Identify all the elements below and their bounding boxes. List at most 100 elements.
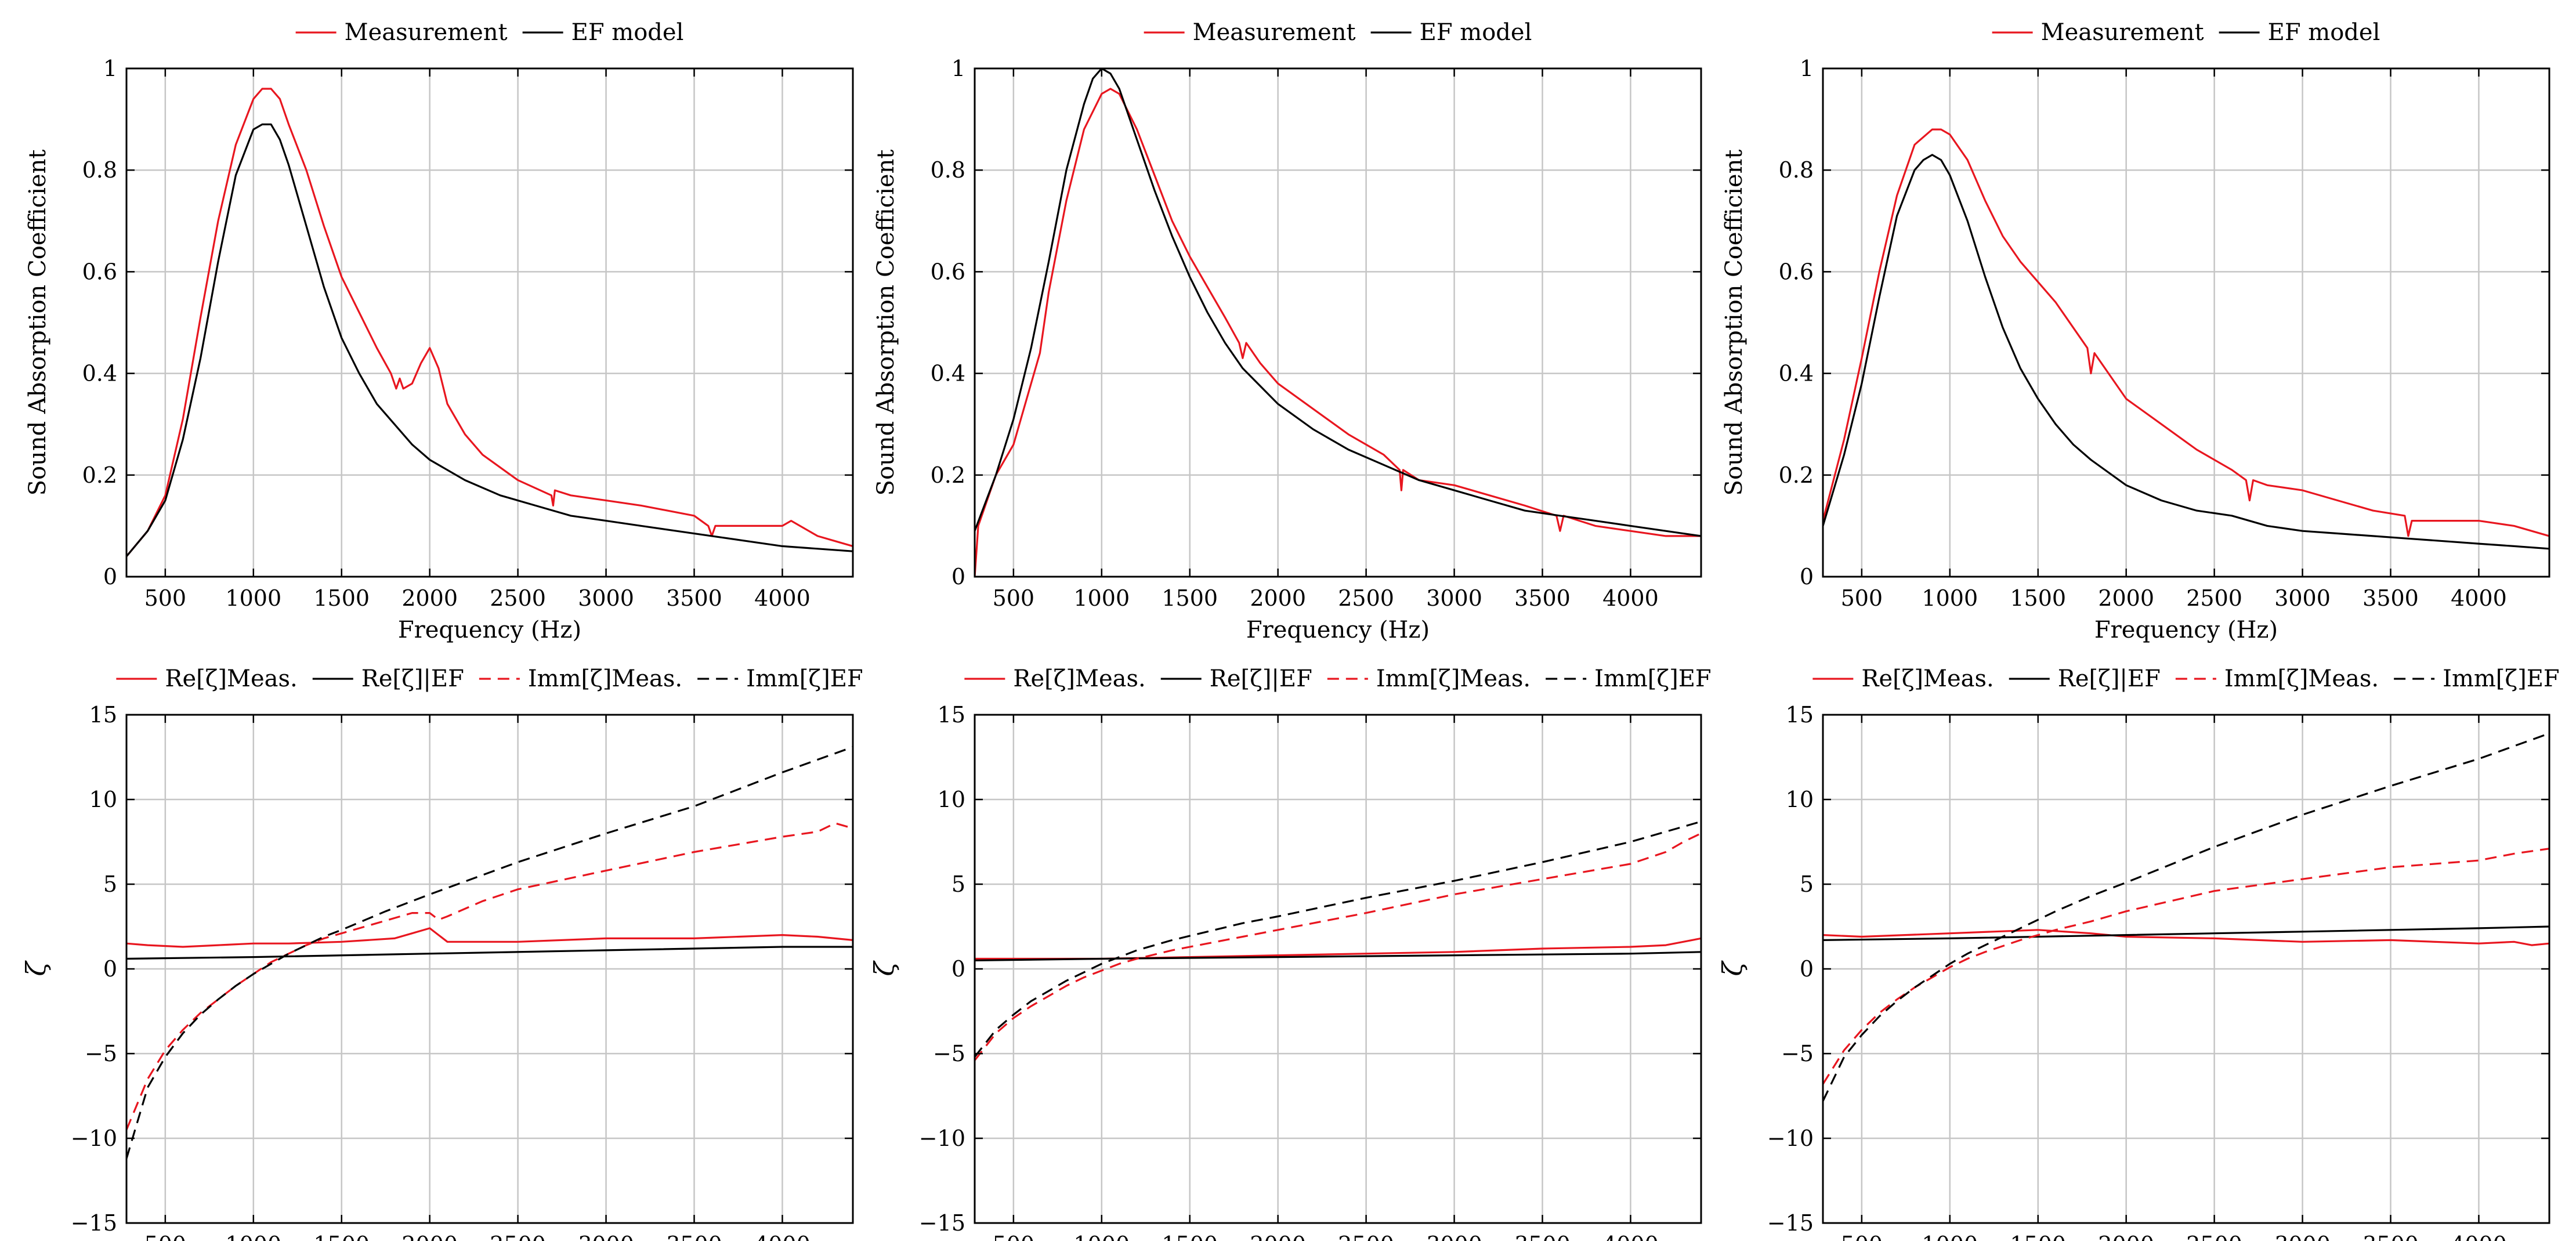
y-tick-label: 0.2 (931, 462, 965, 488)
y-tick-label: 0 (103, 564, 117, 589)
y-tick-label: 1 (103, 56, 117, 81)
x-tick-label: 3000 (2274, 1232, 2331, 1241)
series-line-imm-meas (126, 822, 853, 1131)
y-tick-label: 10 (89, 787, 117, 812)
legend-label: Re[ζ]Meas. (165, 665, 297, 692)
series-line-imm-meas (975, 832, 1701, 1061)
legend-label: Imm[ζ]Meas. (2224, 665, 2379, 692)
y-tick-label: 0.8 (82, 157, 117, 183)
x-tick-label: 1500 (2010, 585, 2066, 611)
x-tick-label: 3000 (578, 1232, 634, 1241)
legend-label: Imm[ζ]Meas. (528, 665, 682, 692)
y-tick-label: −10 (71, 1126, 117, 1151)
x-tick-label: 3500 (1514, 585, 1571, 611)
legend-item-imm-ef: Imm[ζ]EF (2394, 665, 2560, 692)
series-line-measurement (126, 88, 853, 558)
chart-alpha-2: 500 1000 1500 2000 2500 3000 3500 4000 0 0.2 0.4 0.… (873, 19, 1702, 643)
series-line-re-ef (126, 946, 853, 960)
legend-item-ef-model: EF model (2219, 19, 2380, 46)
y-tick-label: 1 (1800, 56, 1814, 81)
chart-alpha-1: 500 1000 1500 2000 2500 3000 3500 4000 0 0.2 0.4 0.… (24, 19, 854, 643)
x-tick-label: 3500 (2362, 1232, 2419, 1241)
x-tick-label: 2500 (1338, 1232, 1394, 1241)
x-tick-label: 1000 (1922, 585, 1978, 611)
legend-label: Measurement (1193, 19, 1356, 46)
legend-label: Imm[ζ]EF (746, 665, 863, 692)
chart-zeta-2: 500 1000 1500 2000 2500 3000 3500 4000 −15 −10 −5 0… (869, 665, 1712, 1241)
legend-item-ef-model: EF model (522, 19, 684, 46)
y-tick-label: 10 (938, 787, 965, 812)
x-tick-label: 500 (1841, 585, 1883, 611)
y-tick-label: 0.4 (1779, 361, 1814, 386)
legend-label: Re[ζ]Meas. (1013, 665, 1145, 692)
y-tick-label: 0 (951, 564, 965, 589)
x-tick-label: 2500 (2186, 1232, 2242, 1241)
y-axis-label: ζ (869, 960, 900, 976)
y-tick-label: −10 (1767, 1126, 1814, 1151)
y-tick-label: 5 (951, 871, 965, 897)
series-line-ef-model (975, 68, 1701, 537)
y-tick-label: 0.6 (82, 259, 117, 284)
x-tick-label: 1500 (313, 1232, 370, 1241)
series-line-ef-model (1823, 154, 2549, 550)
x-tick-label: 3000 (1426, 585, 1482, 611)
y-axis-label: ζ (20, 960, 52, 976)
legend: Measurement EF model (295, 19, 684, 46)
legend-label: Re[ζ]|EF (361, 665, 464, 692)
x-tick-label: 4000 (754, 585, 811, 611)
legend-item-re-meas: Re[ζ]Meas. (964, 665, 1146, 692)
x-tick-label: 1000 (1073, 1232, 1130, 1241)
x-axis-label: Frequency (Hz) (2094, 617, 2278, 643)
y-tick-label: 10 (1786, 787, 1814, 812)
legend-item-re-meas: Re[ζ]Meas. (1812, 665, 1994, 692)
legend-label: Imm[ζ]EF (2443, 665, 2560, 692)
y-tick-label: 1 (951, 56, 965, 81)
x-tick-label: 1500 (1162, 585, 1218, 611)
x-tick-label: 4000 (1602, 585, 1659, 611)
y-tick-label: −10 (919, 1126, 965, 1151)
x-tick-label: 3000 (2274, 585, 2331, 611)
x-tick-label: 4000 (2451, 1232, 2507, 1241)
series-line-imm-ef (1823, 732, 2549, 1102)
legend-item-imm-ef: Imm[ζ]EF (1546, 665, 1712, 692)
y-tick-label: 0 (951, 956, 965, 982)
plot-frame (1822, 67, 2550, 578)
x-tick-label: 2000 (1250, 1232, 1306, 1241)
plot-frame (974, 67, 1702, 578)
series-line-imm-ef (975, 820, 1701, 1058)
y-tick-label: 0.8 (1779, 157, 1814, 183)
y-tick-label: 0.4 (931, 361, 965, 386)
x-tick-label: 3500 (666, 585, 722, 611)
series-line-re-meas (126, 927, 853, 948)
x-tick-label: 500 (1841, 1232, 1883, 1241)
y-tick-label: 15 (938, 702, 965, 728)
x-tick-label: 2000 (2098, 1232, 2154, 1241)
legend-label: Re[ζ]|EF (2058, 665, 2161, 692)
x-tick-label: 1500 (1162, 1232, 1218, 1241)
series-line-re-meas (1823, 929, 2549, 946)
x-tick-label: 3000 (1426, 1232, 1482, 1241)
x-tick-label: 2000 (401, 1232, 458, 1241)
y-axis-label: Sound Absorption Coefficient (24, 150, 51, 496)
legend-item-measurement: Measurement (1992, 19, 2204, 46)
legend-label: EF model (2268, 19, 2380, 46)
x-tick-label: 1500 (2010, 1232, 2066, 1241)
chart-alpha-3: 500 1000 1500 2000 2500 3000 3500 4000 0 0.2 0.4 0.… (1721, 19, 2550, 643)
x-tick-label: 3500 (666, 1232, 722, 1241)
x-tick-label: 1000 (1073, 585, 1130, 611)
series-line-measurement (1823, 128, 2549, 537)
y-tick-label: 5 (103, 871, 117, 897)
chart-zeta-3: 500 1000 1500 2000 2500 3000 3500 4000 −15 −10 −5 0… (1717, 665, 2560, 1241)
legend-label: EF model (571, 19, 684, 46)
x-tick-label: 2500 (1338, 585, 1394, 611)
x-tick-label: 500 (144, 1232, 187, 1241)
legend-item-imm-meas: Imm[ζ]Meas. (2175, 665, 2379, 692)
series-line-imm-ef (126, 746, 853, 1159)
y-tick-label: 0.4 (82, 361, 117, 386)
x-tick-label: 500 (993, 1232, 1035, 1241)
plot-frame (125, 67, 854, 578)
y-axis-label: Sound Absorption Coefficient (1721, 150, 1748, 496)
series-line-ef-model (126, 123, 853, 558)
legend: Measurement EF model (1144, 19, 1532, 46)
